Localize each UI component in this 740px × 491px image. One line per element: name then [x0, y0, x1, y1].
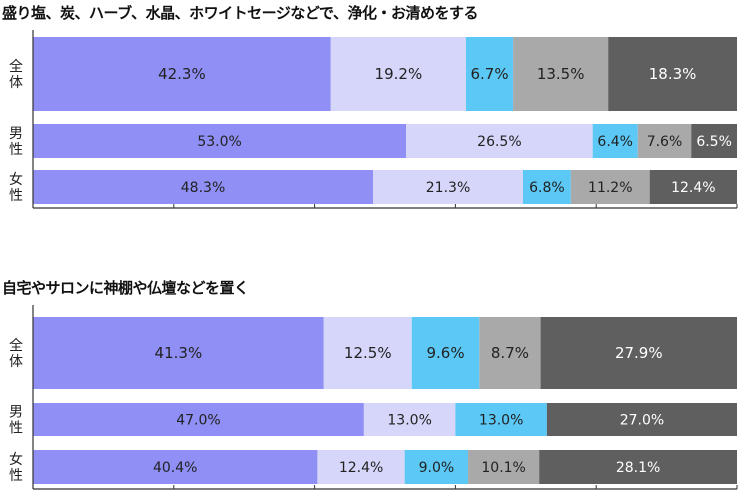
bar-segment: [608, 37, 737, 111]
bar-segment: [33, 317, 324, 389]
bar-segment: [317, 450, 405, 484]
data-label: 6.8%: [529, 180, 565, 196]
bar-segment: [465, 37, 514, 111]
data-label: 47.0%: [176, 413, 220, 429]
data-label: 10.1%: [481, 460, 525, 476]
data-label: 42.3%: [158, 65, 206, 83]
category-label: 男: [9, 405, 23, 421]
category-label: 体: [9, 354, 23, 370]
data-label: 27.9%: [615, 344, 663, 362]
data-label: 40.4%: [153, 460, 197, 476]
data-label: 9.0%: [419, 460, 455, 476]
category-label: 女: [9, 451, 23, 468]
category-label: 全: [9, 337, 23, 354]
stacked-bar-chart: 41.3% 12.5% 9.6% 8.7% 27.9% 全体 47.0% 13.0% 13.0%…: [9, 305, 738, 490]
bar-segment: [33, 450, 318, 484]
bar-segment: [33, 170, 374, 204]
data-label: 6.5%: [696, 134, 732, 150]
bar-segment: [546, 403, 737, 436]
bar-segment: [33, 124, 407, 158]
data-label: 13.0%: [479, 413, 523, 429]
chart-title: 自宅やサロンに神棚や仏壇などを置く: [2, 279, 249, 297]
bar-segment: [33, 37, 331, 111]
bar-segment: [649, 170, 737, 204]
bar-segment: [479, 317, 541, 389]
chart-panel-altar: 自宅やサロンに神棚や仏壇などを置く 41.3% 12.5% 9.6% 8.7% 27.9…: [0, 275, 740, 491]
category-label: 性: [9, 421, 23, 437]
bar-segment: [513, 37, 609, 111]
data-label: 21.3%: [426, 180, 470, 196]
category-label: 男: [9, 126, 23, 142]
data-label: 12.4%: [339, 460, 383, 476]
bar-segment: [539, 450, 737, 484]
data-label: 6.4%: [597, 134, 633, 150]
bar-segment: [406, 124, 593, 158]
data-label: 27.0%: [620, 413, 664, 429]
chart-panel-purification: 盛り塩、炭、ハーブ、水晶、ホワイトセージなどで、浄化・お清めをする 42.3% 1…: [0, 0, 740, 230]
bar-segment: [404, 450, 469, 484]
data-label: 41.3%: [155, 344, 203, 362]
data-label: 53.0%: [197, 134, 241, 150]
data-label: 26.5%: [477, 134, 521, 150]
data-label: 18.3%: [649, 65, 697, 83]
data-label: 19.2%: [375, 65, 423, 83]
data-label: 7.6%: [647, 134, 683, 150]
category-label: 女: [9, 171, 23, 188]
category-label: 性: [9, 188, 23, 204]
data-label: 48.3%: [181, 180, 225, 196]
bar-segment: [323, 317, 412, 389]
data-label: 28.1%: [616, 460, 660, 476]
bar-segment: [570, 170, 650, 204]
data-label: 9.6%: [426, 344, 464, 362]
bar-segment: [330, 37, 466, 111]
data-label: 13.5%: [537, 65, 585, 83]
data-label: 6.7%: [470, 65, 508, 83]
bar-segment: [637, 124, 692, 158]
chart-title: 盛り塩、炭、ハーブ、水晶、ホワイトセージなどで、浄化・お清めをする: [2, 4, 478, 22]
bar-segment: [592, 124, 638, 158]
bar-segment: [455, 403, 547, 436]
bar-segment: [691, 124, 737, 158]
bar-segment: [363, 403, 456, 436]
category-label: 性: [9, 468, 23, 484]
data-label: 12.5%: [344, 344, 392, 362]
data-label: 8.7%: [491, 344, 529, 362]
bar-segment: [468, 450, 540, 484]
category-label: 全: [9, 58, 23, 75]
bar-segment: [411, 317, 480, 389]
category-label: 性: [9, 142, 23, 158]
bar-segment: [373, 170, 523, 204]
bar-segment: [540, 317, 737, 389]
bar-segment: [522, 170, 571, 204]
bar-segment: [33, 403, 364, 436]
category-label: 体: [9, 75, 23, 91]
data-label: 12.4%: [671, 180, 715, 196]
data-label: 13.0%: [387, 413, 431, 429]
data-label: 11.2%: [588, 180, 632, 196]
stacked-bar-chart: 42.3% 19.2% 6.7% 13.5% 18.3% 全体 53.0% 26.5% 6.4%…: [9, 30, 738, 209]
